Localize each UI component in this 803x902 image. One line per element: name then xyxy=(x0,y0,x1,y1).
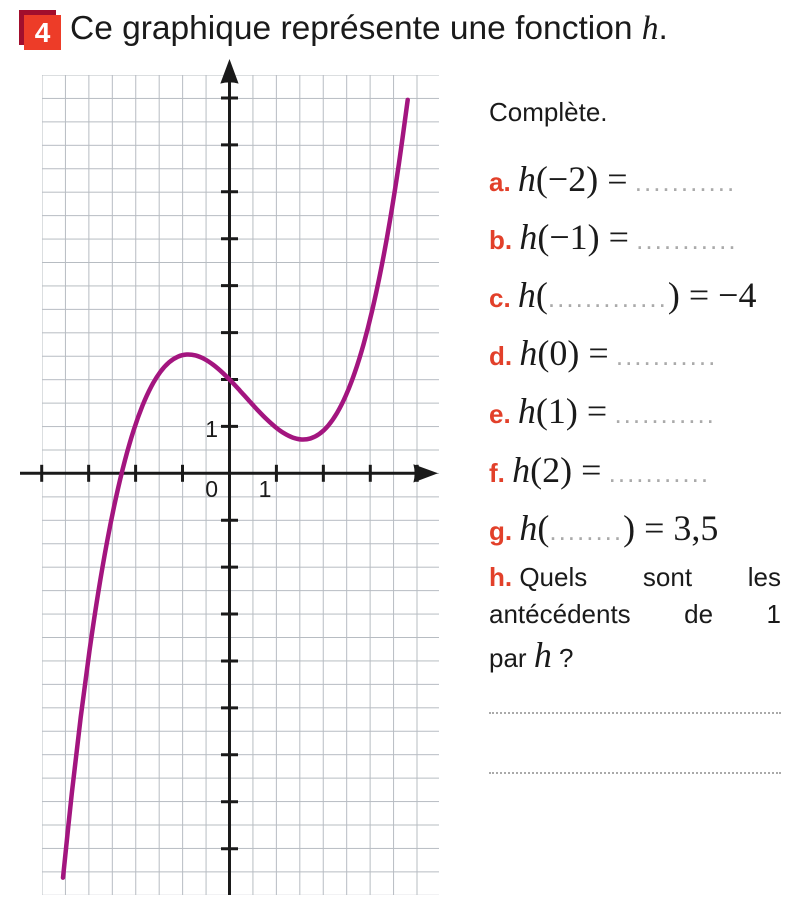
svg-text:1: 1 xyxy=(205,416,218,442)
svg-text:1: 1 xyxy=(259,476,272,502)
svg-text:0: 0 xyxy=(205,476,218,502)
